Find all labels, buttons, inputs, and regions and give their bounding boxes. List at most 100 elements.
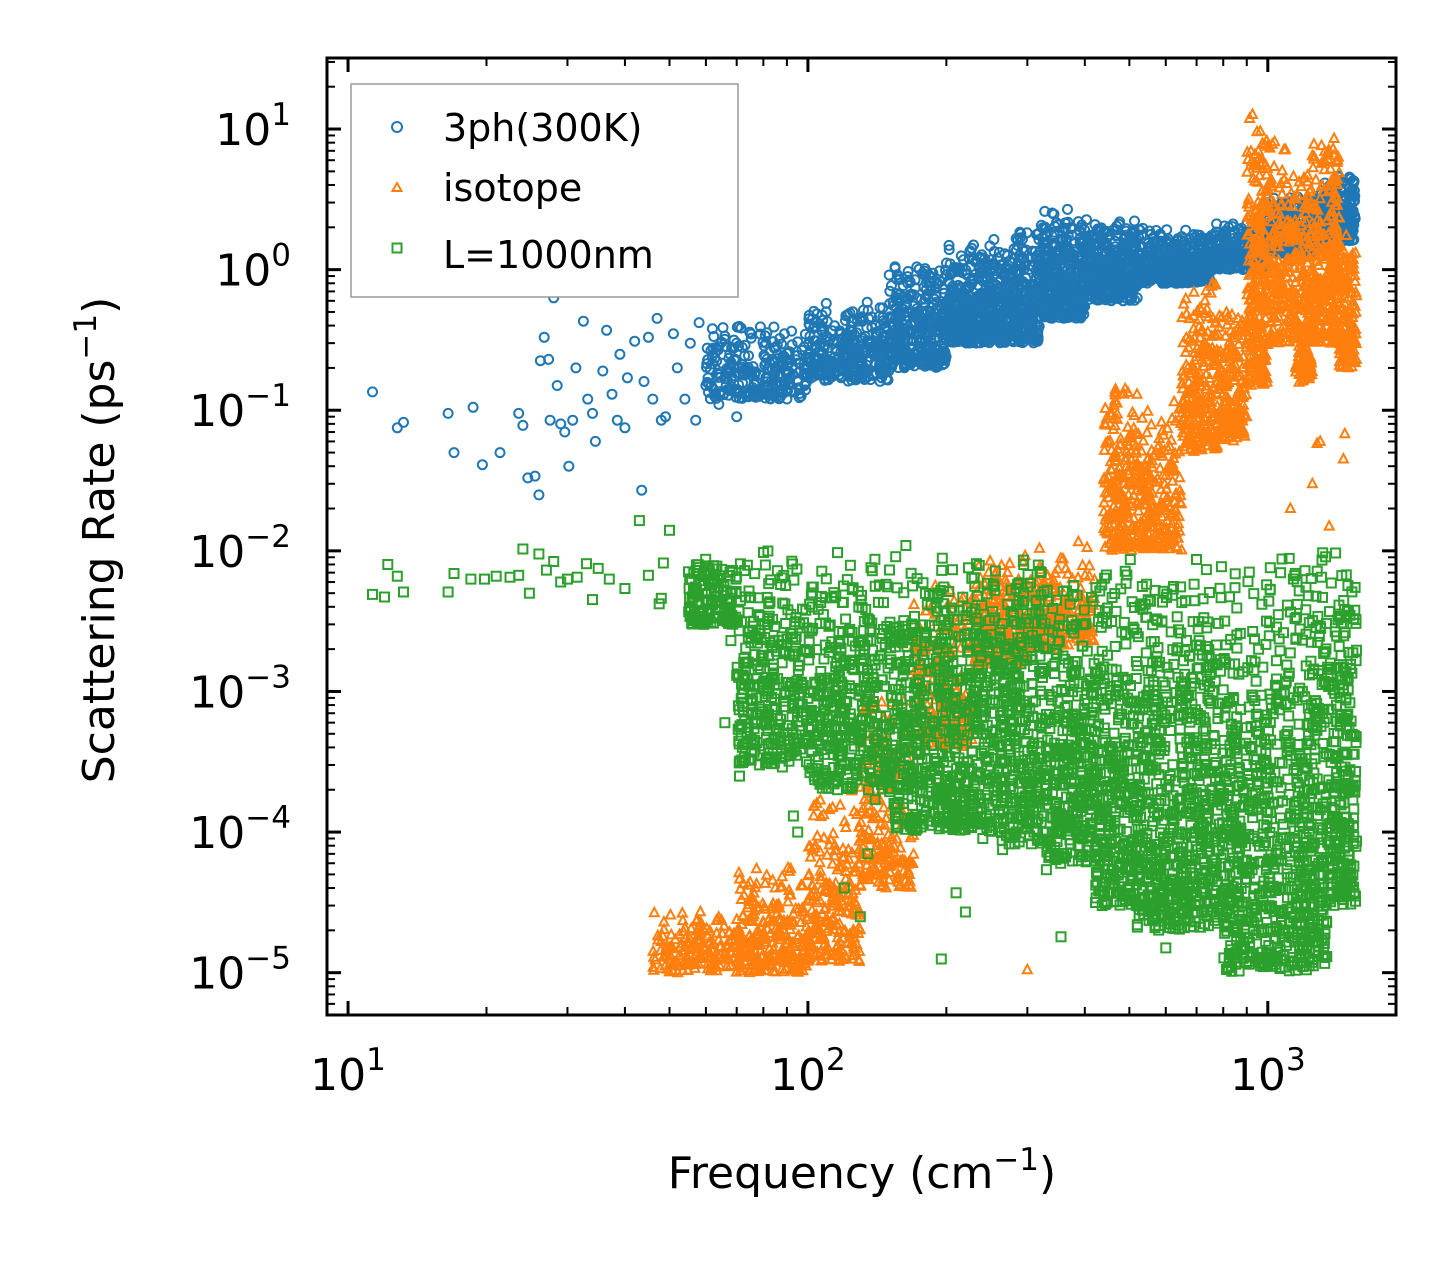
data-point-3ph: [793, 392, 805, 404]
data-point-3ph: [782, 385, 793, 397]
data-point-3ph: [467, 401, 479, 413]
data-point-isotope: [694, 904, 707, 917]
data-point-isotope: [1021, 962, 1034, 975]
data-point-isotope: [834, 798, 847, 810]
data-point-3ph: [737, 359, 748, 371]
data-point-3ph: [517, 419, 529, 431]
data-point-3ph: [838, 359, 850, 370]
data-point-3ph: [912, 346, 924, 358]
data-point-3ph: [513, 407, 525, 419]
data-point-3ph: [647, 393, 659, 405]
data-point-3ph: [875, 351, 887, 363]
plot-points: [367, 107, 1363, 978]
data-point-3ph: [442, 407, 454, 419]
data-point-3ph: [638, 376, 650, 387]
data-point-3ph: [891, 354, 902, 366]
data-point-3ph: [856, 332, 868, 344]
data-point-3ph: [577, 315, 589, 327]
data-point-3ph: [846, 316, 858, 328]
data-point-3ph: [816, 309, 828, 321]
data-point-3ph: [708, 331, 720, 342]
data-point-3ph: [857, 339, 869, 350]
data-point-3ph: [848, 371, 859, 383]
data-point-3ph: [807, 313, 818, 325]
data-point-3ph: [776, 338, 787, 350]
data-point-3ph: [1062, 203, 1073, 215]
data-point-3ph: [582, 393, 594, 405]
data-point-3ph: [745, 328, 757, 340]
data-point-3ph: [707, 383, 719, 395]
data-point-3ph: [671, 362, 683, 374]
data-point-3ph: [897, 339, 909, 351]
data-point-3ph: [733, 320, 745, 332]
data-point-3ph: [544, 414, 556, 426]
data-point-3ph: [750, 366, 762, 378]
data-point-3ph: [851, 348, 863, 360]
data-point-3ph: [717, 322, 729, 334]
data-point-isotope: [760, 868, 773, 880]
data-point-3ph: [636, 484, 648, 496]
data-point-3ph: [858, 304, 869, 316]
data-point-3ph: [529, 470, 541, 482]
data-point-3ph: [715, 336, 727, 348]
data-point-isotope: [814, 792, 827, 805]
data-point-3ph: [743, 350, 754, 362]
data-point-3ph: [904, 289, 916, 301]
data-point-3ph: [723, 365, 735, 377]
data-point-isotope: [1323, 518, 1336, 531]
data-point-3ph: [731, 384, 743, 396]
data-point-3ph: [817, 314, 829, 326]
data-point-3ph: [840, 330, 852, 342]
data-point-3ph: [915, 294, 927, 305]
data-point-3ph: [743, 388, 755, 400]
data-point-3ph: [905, 358, 917, 370]
data-point-3ph: [793, 357, 805, 369]
data-point-3ph: [889, 261, 901, 273]
data-point-3ph: [728, 334, 740, 346]
data-point-isotope: [1284, 501, 1297, 513]
data-point-3ph: [919, 308, 931, 319]
data-point-3ph: [651, 312, 663, 324]
data-point-3ph: [773, 368, 785, 379]
data-point-3ph: [731, 411, 743, 423]
data-point-3ph: [836, 365, 848, 377]
data-point-3ph: [448, 447, 460, 459]
data-point-3ph: [884, 336, 896, 347]
data-point-3ph: [913, 334, 925, 346]
data-point-3ph: [804, 351, 816, 363]
data-point-3ph: [760, 373, 772, 385]
data-point-isotope: [983, 553, 997, 566]
data-point-3ph: [760, 388, 771, 400]
data-point-3ph: [913, 309, 925, 321]
data-point-3ph: [814, 338, 825, 350]
data-point-3ph: [567, 414, 579, 426]
data-point-3ph: [601, 324, 613, 336]
data-point-3ph: [804, 369, 816, 380]
data-point-3ph: [800, 384, 812, 396]
data-point-3ph: [929, 332, 941, 344]
data-point-3ph: [740, 365, 751, 377]
data-point-3ph: [899, 359, 911, 371]
data-point-3ph: [693, 317, 705, 329]
data-point-3ph: [611, 414, 623, 426]
data-point-3ph: [925, 272, 937, 284]
data-point-3ph: [642, 331, 654, 343]
data-point-3ph: [706, 323, 718, 335]
data-point-3ph: [761, 353, 773, 365]
data-point-isotope: [907, 597, 921, 610]
data-point-3ph: [918, 297, 930, 308]
data-point-3ph: [883, 269, 895, 281]
data-point-3ph: [886, 361, 898, 373]
data-point-3ph: [606, 388, 618, 400]
data-point-3ph: [589, 435, 601, 447]
data-point-3ph: [822, 374, 834, 386]
data-point-3ph: [754, 321, 766, 333]
data-point-3ph: [879, 364, 891, 375]
data-point-3ph: [901, 299, 913, 311]
data-point-isotope: [1338, 426, 1351, 439]
data-point-3ph: [890, 347, 901, 359]
data-point-3ph: [533, 489, 545, 501]
data-point-3ph: [619, 422, 631, 434]
data-point-3ph: [784, 372, 796, 384]
